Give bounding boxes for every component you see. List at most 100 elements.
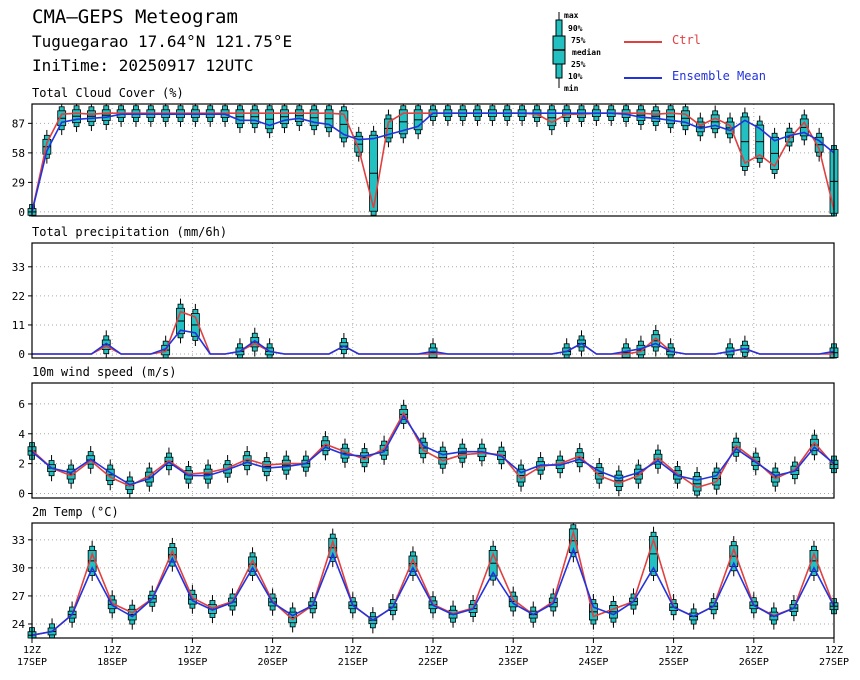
x-tick-label-date: 17SEP (17, 657, 47, 668)
box-glyph (692, 466, 702, 498)
legend-max: max (564, 11, 579, 20)
box-glyph (384, 109, 393, 148)
box-glyph (755, 115, 765, 168)
box-glyph (87, 104, 96, 132)
x-tick-label-hour: 12Z (584, 645, 602, 656)
box-glyph (517, 104, 527, 126)
x-tick-label-date: 24SEP (578, 657, 608, 668)
box-glyph (458, 104, 468, 126)
box-glyph (666, 104, 676, 134)
panel-1: Total Cloud Cover (%) 0 29 58 87 (12, 86, 839, 219)
box-glyph (281, 450, 291, 480)
x-tick-label-hour: 12Z (665, 645, 683, 656)
x-tick-label-date: 26SEP (739, 657, 769, 668)
x-tick-label-hour: 12Z (183, 645, 201, 656)
panel-title: Total Cloud Cover (%) (32, 86, 184, 100)
box-glyph (309, 104, 319, 136)
box-glyph (712, 462, 722, 495)
x-tick-label-hour: 12Z (103, 645, 121, 656)
legend-median: median (572, 48, 601, 57)
ensemble-mean-series-line (32, 329, 835, 355)
y-tick-label: 87 (12, 117, 25, 130)
y-tick-label: 4 (18, 428, 25, 441)
y-tick-label: 33 (12, 534, 25, 547)
legend-p90: 90% (568, 24, 583, 33)
box-glyph (248, 547, 257, 581)
box-glyph (562, 338, 572, 359)
legend-p10: 10% (568, 72, 583, 81)
y-tick-label: 29 (12, 176, 25, 189)
x-tick-label-hour: 12Z (264, 645, 282, 656)
x-tick-label-date: 27SEP (819, 657, 849, 668)
ctrl-legend-line (624, 41, 662, 43)
box-glyph (438, 441, 448, 474)
box-glyph (443, 104, 453, 126)
box-glyph (457, 438, 467, 468)
y-tick-label: 22 (12, 290, 25, 303)
box-glyph (205, 104, 215, 127)
box-glyph (502, 104, 512, 126)
box-glyph (609, 595, 618, 628)
y-tick-label: 0 (18, 348, 25, 361)
box-glyph (398, 104, 408, 144)
y-tick-label: 58 (12, 147, 25, 160)
box-glyph (131, 104, 141, 127)
ensemble-legend-label: Ensemble Mean (672, 69, 766, 83)
x-tick-label-hour: 12Z (825, 645, 843, 656)
box-glyph (740, 335, 750, 358)
box-glyph (614, 465, 624, 497)
box-glyph (324, 104, 334, 138)
y-tick-label: 2 (18, 458, 25, 471)
box-glyph (606, 104, 616, 126)
panel-2: Total precipitation (mm/6h) 0 11 22 33 (12, 225, 839, 361)
ctrl-legend-label: Ctrl (672, 33, 701, 47)
box-glyph (176, 104, 185, 127)
x-tick-label-date: 20SEP (258, 657, 288, 668)
box-glyph (265, 104, 275, 139)
y-tick-label: 0 (18, 206, 25, 219)
panel-frame (31, 242, 835, 359)
x-tick-label-date: 21SEP (338, 657, 368, 668)
x-tick-label-date: 22SEP (418, 657, 448, 668)
panel-title: 10m wind speed (m/s) (32, 365, 177, 379)
station-location: Tuguegarao 17.64°N 121.75°E (32, 32, 293, 51)
init-time: IniTime: 20250917 12UTC (32, 56, 254, 75)
panel-title: 2m Temp (°C) (32, 505, 119, 519)
box-glyph (176, 298, 185, 344)
ensemble-legend-line (624, 77, 662, 79)
box-glyph (591, 104, 601, 126)
panel-frame (31, 103, 835, 217)
ensemble-mean-series-line (31, 546, 835, 636)
box-glyph (725, 338, 735, 359)
box-glyph (770, 127, 779, 179)
box-glyph (428, 338, 438, 359)
x-tick-label-hour: 12Z (23, 645, 41, 656)
y-tick-label: 6 (18, 398, 25, 411)
y-tick-label: 30 (12, 562, 25, 575)
box-glyph (265, 338, 275, 359)
box-glyph (740, 107, 750, 176)
y-tick-label: 11 (12, 319, 25, 332)
box-legend-glyph (552, 12, 566, 88)
box-glyph (589, 594, 598, 630)
panel-frame (31, 382, 835, 499)
box-glyph (636, 335, 646, 359)
box-glyph (57, 104, 67, 136)
box-glyph (250, 104, 260, 134)
legend-min: min (564, 84, 579, 93)
y-tick-label: 0 (18, 488, 25, 501)
box-glyph (488, 104, 497, 126)
box-glyph (72, 104, 81, 133)
x-tick-label-date: 23SEP (498, 657, 528, 668)
x-tick-label-hour: 12Z (424, 645, 442, 656)
legend-p25: 25% (571, 60, 586, 69)
ensemble-mean-series-line (31, 414, 835, 486)
panel-title: Total precipitation (mm/6h) (32, 225, 227, 239)
box-glyph (280, 104, 289, 134)
box-glyph (621, 338, 631, 359)
box-glyph (203, 459, 213, 489)
page-title: CMA–GEPS Meteogram (32, 6, 238, 28)
box-glyph (681, 104, 690, 136)
x-tick-label-date: 19SEP (177, 657, 207, 668)
